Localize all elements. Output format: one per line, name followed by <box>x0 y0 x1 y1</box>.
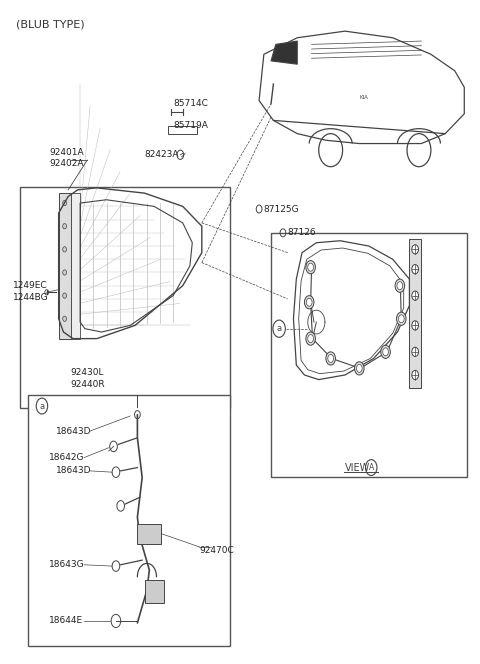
Text: 18643D: 18643D <box>56 466 92 475</box>
Circle shape <box>412 245 419 254</box>
Polygon shape <box>71 193 80 339</box>
Text: 92470C: 92470C <box>199 546 234 554</box>
Circle shape <box>63 293 67 298</box>
Text: 87125G: 87125G <box>264 205 300 214</box>
Circle shape <box>306 298 312 306</box>
Text: 92401A: 92401A <box>49 147 84 157</box>
Text: A: A <box>369 463 374 472</box>
Circle shape <box>306 260 315 274</box>
Circle shape <box>355 362 364 375</box>
Circle shape <box>308 335 313 343</box>
Circle shape <box>395 279 405 292</box>
Text: 1249EC: 1249EC <box>13 282 48 290</box>
Text: a: a <box>276 324 282 333</box>
Circle shape <box>412 321 419 330</box>
Circle shape <box>304 295 314 309</box>
FancyBboxPatch shape <box>271 233 467 477</box>
Polygon shape <box>271 41 297 64</box>
Text: a: a <box>39 402 45 410</box>
Text: 18644E: 18644E <box>49 616 83 625</box>
Text: 92430L: 92430L <box>71 369 104 378</box>
Circle shape <box>306 332 315 345</box>
Circle shape <box>412 291 419 300</box>
Circle shape <box>63 270 67 275</box>
Circle shape <box>412 264 419 274</box>
Text: KIA: KIA <box>360 95 369 100</box>
Text: 85719A: 85719A <box>173 122 208 130</box>
Text: 1244BG: 1244BG <box>13 293 49 302</box>
FancyBboxPatch shape <box>28 395 230 646</box>
Circle shape <box>63 201 67 206</box>
Circle shape <box>357 365 362 373</box>
FancyBboxPatch shape <box>21 187 230 408</box>
Circle shape <box>412 371 419 380</box>
Circle shape <box>398 315 404 323</box>
Text: VIEW: VIEW <box>345 463 370 473</box>
Circle shape <box>383 348 388 356</box>
Circle shape <box>381 345 390 359</box>
Circle shape <box>326 352 336 365</box>
Polygon shape <box>137 524 161 544</box>
Circle shape <box>63 316 67 321</box>
Text: 18643G: 18643G <box>49 560 85 569</box>
Text: 82423A: 82423A <box>144 150 179 159</box>
Circle shape <box>412 347 419 357</box>
Text: 85714C: 85714C <box>173 100 208 108</box>
Circle shape <box>397 282 403 290</box>
Text: 92402A: 92402A <box>49 159 84 168</box>
Circle shape <box>63 247 67 252</box>
Circle shape <box>328 355 334 363</box>
Text: 92440R: 92440R <box>71 380 105 389</box>
Text: 18643D: 18643D <box>56 427 92 436</box>
Circle shape <box>396 312 406 325</box>
Circle shape <box>308 263 313 271</box>
Circle shape <box>63 224 67 229</box>
Polygon shape <box>409 240 421 388</box>
Text: (BLUB TYPE): (BLUB TYPE) <box>16 19 84 29</box>
Text: 18642G: 18642G <box>49 453 84 462</box>
Polygon shape <box>59 193 71 339</box>
Polygon shape <box>144 580 164 603</box>
Text: 87126: 87126 <box>288 228 316 237</box>
FancyBboxPatch shape <box>168 125 197 133</box>
